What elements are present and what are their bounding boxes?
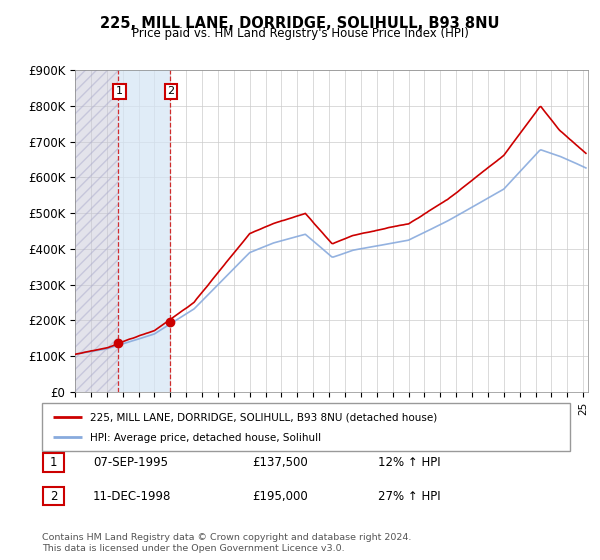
FancyBboxPatch shape [43,454,64,472]
Text: HPI: Average price, detached house, Solihull: HPI: Average price, detached house, Soli… [89,433,320,444]
Text: 12% ↑ HPI: 12% ↑ HPI [378,456,440,469]
Text: £195,000: £195,000 [252,489,308,503]
Text: 1: 1 [50,456,57,469]
Text: 225, MILL LANE, DORRIDGE, SOLIHULL, B93 8NU (detached house): 225, MILL LANE, DORRIDGE, SOLIHULL, B93 … [89,413,437,422]
Text: 11-DEC-1998: 11-DEC-1998 [93,489,172,503]
FancyBboxPatch shape [42,403,570,451]
FancyBboxPatch shape [43,487,64,505]
Text: Contains HM Land Registry data © Crown copyright and database right 2024.
This d: Contains HM Land Registry data © Crown c… [42,533,412,553]
Text: 225, MILL LANE, DORRIDGE, SOLIHULL, B93 8NU: 225, MILL LANE, DORRIDGE, SOLIHULL, B93 … [100,16,500,31]
Text: 07-SEP-1995: 07-SEP-1995 [93,456,168,469]
Text: 2: 2 [50,489,57,503]
Text: Price paid vs. HM Land Registry's House Price Index (HPI): Price paid vs. HM Land Registry's House … [131,27,469,40]
Text: 1: 1 [116,86,123,96]
Text: 2: 2 [167,86,175,96]
Bar [75,70,118,392]
Text: £137,500: £137,500 [252,456,308,469]
Bar [118,70,170,392]
Text: 27% ↑ HPI: 27% ↑ HPI [378,489,440,503]
